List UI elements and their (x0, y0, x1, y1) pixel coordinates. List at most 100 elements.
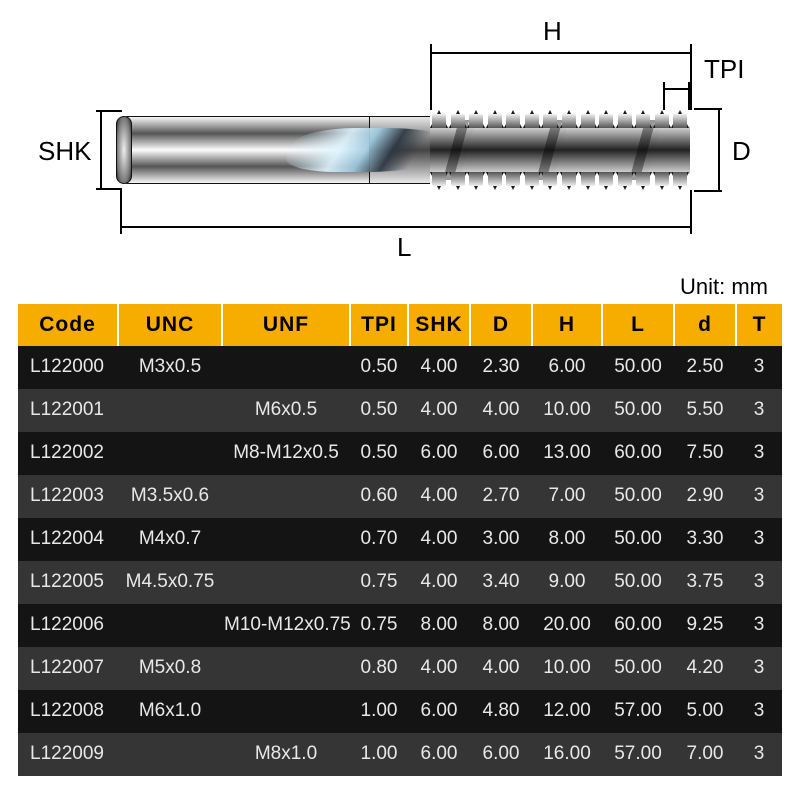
table-row: L122007M5x0.80.804.004.0010.0050.004.203 (18, 647, 782, 690)
cell-l: 60.00 (602, 604, 674, 647)
thread-tooth (579, 172, 597, 190)
cell-d: 5.50 (674, 389, 736, 432)
cell-d: 7.00 (674, 733, 736, 776)
cell-shk: 4.00 (408, 389, 470, 432)
thread-tooth (449, 110, 467, 128)
dim-tick-tpi-right (688, 82, 690, 110)
dim-label-d: D (732, 136, 751, 167)
thread-tooth (560, 172, 578, 190)
cell-tpi: 1.00 (350, 690, 408, 733)
col-d: D (470, 304, 532, 346)
cell-shk: 4.00 (408, 647, 470, 690)
col-d: d (674, 304, 736, 346)
cell-t: 3 (736, 389, 782, 432)
thread-tooth (504, 110, 522, 128)
cell-shk: 8.00 (408, 604, 470, 647)
table-row: L122008M6x1.01.006.004.8012.0057.005.003 (18, 690, 782, 733)
cell-code: L122004 (18, 518, 118, 561)
table-row: L122000M3x0.50.504.002.306.0050.002.503 (18, 346, 782, 389)
cell-shk: 6.00 (408, 690, 470, 733)
dim-tick-tpi-left (663, 82, 665, 110)
thread-tooth (579, 110, 597, 128)
dim-line-h (430, 52, 690, 54)
cell-h: 7.00 (532, 475, 602, 518)
cell-d: 5.00 (674, 690, 736, 733)
cell-code: L122006 (18, 604, 118, 647)
cell-d: 7.50 (674, 432, 736, 475)
cell-d: 6.00 (470, 733, 532, 776)
tool-thread-helix (430, 120, 690, 180)
cell-t: 3 (736, 518, 782, 561)
cell-l: 60.00 (602, 432, 674, 475)
table-header-row: CodeUNCUNFTPISHKDHLdT (18, 304, 782, 346)
cell-tpi: 0.80 (350, 647, 408, 690)
thread-tooth (449, 172, 467, 190)
cell-unf (222, 346, 350, 389)
cell-t: 3 (736, 346, 782, 389)
cell-d: 2.70 (470, 475, 532, 518)
dim-line-d (718, 108, 720, 192)
cell-d: 3.00 (470, 518, 532, 561)
table-row: L122003M3.5x0.60.604.002.707.0050.002.90… (18, 475, 782, 518)
unit-label: Unit: mm (680, 274, 768, 300)
col-shk: SHK (408, 304, 470, 346)
thread-tooth (671, 110, 689, 128)
tool-shank-end (116, 116, 132, 184)
cell-h: 10.00 (532, 647, 602, 690)
cell-unf: M6x0.5 (222, 389, 350, 432)
thread-tooth (560, 110, 578, 128)
cell-unf (222, 518, 350, 561)
cell-unc (118, 733, 222, 776)
thread-tooth (616, 110, 634, 128)
cell-unf (222, 475, 350, 518)
cell-shk: 4.00 (408, 346, 470, 389)
cell-unc (118, 432, 222, 475)
cell-h: 8.00 (532, 518, 602, 561)
thread-tooth (467, 110, 485, 128)
tool-thread-zone (430, 110, 690, 190)
thread-tooth (653, 172, 671, 190)
cell-l: 50.00 (602, 475, 674, 518)
thread-tooth (486, 110, 504, 128)
cell-d: 4.20 (674, 647, 736, 690)
cell-unf (222, 647, 350, 690)
table-row: L122009M8x1.01.006.006.0016.0057.007.003 (18, 733, 782, 776)
cell-code: L122000 (18, 346, 118, 389)
cell-d: 8.00 (470, 604, 532, 647)
cell-code: L122007 (18, 647, 118, 690)
dim-line-shk (100, 110, 102, 190)
cell-d: 3.40 (470, 561, 532, 604)
cell-t: 3 (736, 561, 782, 604)
cell-unc (118, 604, 222, 647)
cell-d: 4.00 (470, 389, 532, 432)
cell-unf (222, 690, 350, 733)
cell-unf: M8x1.0 (222, 733, 350, 776)
col-unf: UNF (222, 304, 350, 346)
thread-tooth (467, 172, 485, 190)
col-code: Code (18, 304, 118, 346)
thread-tooth (671, 172, 689, 190)
table-body: L122000M3x0.50.504.002.306.0050.002.503L… (18, 346, 782, 776)
cell-t: 3 (736, 690, 782, 733)
page: H TPI SHK D L (0, 0, 800, 800)
thread-tooth (634, 172, 652, 190)
cell-h: 16.00 (532, 733, 602, 776)
thread-tooth (616, 172, 634, 190)
cell-shk: 6.00 (408, 733, 470, 776)
thread-tooth (541, 110, 559, 128)
cell-t: 3 (736, 475, 782, 518)
cell-l: 57.00 (602, 690, 674, 733)
cell-d: 4.00 (470, 647, 532, 690)
cell-tpi: 0.75 (350, 604, 408, 647)
spec-table: CodeUNCUNFTPISHKDHLdT L122000M3x0.50.504… (18, 304, 782, 776)
cell-t: 3 (736, 647, 782, 690)
cell-t: 3 (736, 432, 782, 475)
cell-d: 2.90 (674, 475, 736, 518)
cell-shk: 4.00 (408, 518, 470, 561)
col-t: T (736, 304, 782, 346)
thread-tooth (597, 110, 615, 128)
col-unc: UNC (118, 304, 222, 346)
cell-tpi: 0.50 (350, 432, 408, 475)
table-row: L122005M4.5x0.750.754.003.409.0050.003.7… (18, 561, 782, 604)
spec-table-wrap: CodeUNCUNFTPISHKDHLdT L122000M3x0.50.504… (18, 304, 782, 776)
